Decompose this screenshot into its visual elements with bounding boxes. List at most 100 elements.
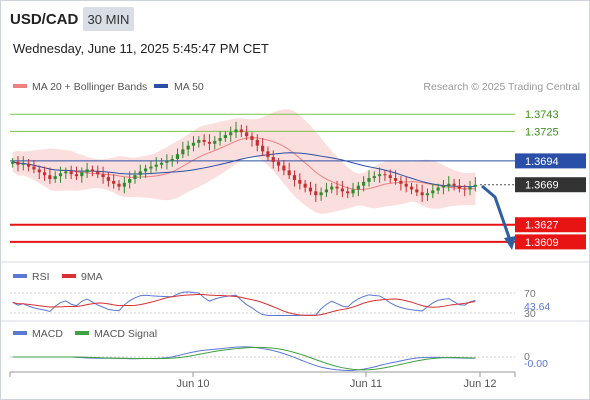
candle-body [181,149,185,155]
x-tick-label: Jun 11 [350,378,382,390]
candle-body [37,169,41,173]
candle-body [11,161,15,164]
rsi-level-label: 70 [524,288,536,300]
candle-body [138,171,142,176]
chart-datetime: Wednesday, June 11, 2025 5:45:47 PM CET [13,41,269,56]
candle-body [271,157,275,162]
support-level-label: 1.3609 [525,237,559,249]
candle-body [245,132,249,137]
interval-badge[interactable]: 30 MIN [83,7,134,31]
candle-body [64,171,68,174]
candle-body [159,162,164,165]
candle-body [308,187,313,192]
candle-body [90,169,95,172]
candle-body [234,129,238,133]
candle-body [101,174,105,178]
candle-body [197,139,201,143]
candle-body [287,170,291,176]
candle-body [27,163,31,167]
macd-legend-swatch [13,331,27,335]
candle-body [431,190,435,194]
candle-body [122,182,126,187]
macd-signal-line [12,346,476,371]
support-level-tag [515,234,586,250]
candle-body [48,175,52,179]
candle-body [207,141,212,144]
candle-body [335,186,339,189]
candle-body [372,176,376,179]
bollinger-band [12,109,476,214]
candle-body [175,154,180,159]
candle-body [53,176,57,179]
candle-body [218,138,222,141]
candle-body [319,192,323,196]
candle-body [96,171,100,175]
candle-body [80,172,84,177]
x-tick-label: Jun 10 [176,378,209,390]
candle-body [346,191,350,194]
forecast-arrow-head [504,236,516,250]
candle-body [128,179,132,183]
candle-body [292,175,297,180]
candle-body [452,183,456,186]
candle-body [415,189,419,193]
rsi-line [12,291,476,316]
candle-body [165,160,169,163]
candle-body [324,189,329,193]
current-level-label: 1.3669 [525,180,559,192]
price-panel: 1.3743 1.3725 1.3694 1.3669 1.3627 1.3609 [10,109,586,250]
rsi-level-label: 30 [524,308,536,320]
candle-body [367,178,371,182]
candle-body [69,171,73,175]
candle-body [42,172,47,176]
rsi-legend-label: RSI [32,271,50,283]
candle-body [303,183,307,188]
candle-body [202,139,206,142]
macd-line [12,346,476,372]
current-level-tag [515,177,586,193]
candle-body [298,179,302,184]
resistance-level-label: 1.3725 [525,126,559,138]
candle-body [261,145,265,152]
candle-body [149,166,153,169]
macd-legend-label: MACD [32,328,63,340]
candle-body [314,191,318,196]
ma50-legend-label: MA 50 [174,81,204,93]
pivot-level-label: 1.3694 [525,156,559,168]
candle-body [356,185,360,190]
macd-current-label: -0.00 [524,358,548,370]
macd-zero-label: 0 [524,351,530,363]
candle-body [473,184,477,187]
candle-body [250,136,254,140]
candle-body [266,151,270,158]
candle-body [463,188,467,190]
candle-body [58,173,63,177]
candle-body [330,186,334,190]
ma20-legend-swatch [13,84,27,88]
candle-body [229,132,233,136]
candle-body [85,169,89,173]
candle-body [16,161,20,165]
candle-body [133,175,137,179]
candle-body [276,161,281,166]
candle-body [468,186,472,190]
candle-body [154,164,158,167]
rsi-ma-legend-swatch [62,274,76,278]
symbol-title: USD/CAD [10,11,79,28]
candle-body [340,188,344,192]
candle-body [393,178,398,181]
support-level-tag [515,217,586,233]
candle-body [447,183,451,186]
candle-body [282,165,286,171]
resistance-level-label: 1.3743 [525,109,559,121]
rsi-legend-swatch [13,274,27,278]
candle-body [457,185,461,189]
ma20-line [12,137,476,191]
rsi-current-label: 43.64 [524,301,550,313]
x-axis: Jun 10 Jun 11 Jun 12 [9,372,516,390]
candle-body [378,174,382,177]
candle-body [223,135,227,139]
candle-body [186,145,190,150]
